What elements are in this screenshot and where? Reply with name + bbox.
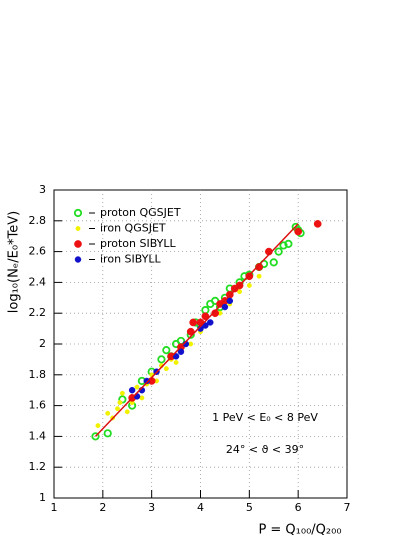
point [202,322,209,329]
y-tick-label: 2.2 [29,306,47,319]
point [157,355,166,364]
fit-line [94,223,299,437]
point [237,289,243,295]
annotation: 1 PeV < E₀ < 8 PeV [212,411,318,424]
point [294,227,303,236]
y-tick-label: 2.8 [29,214,47,227]
point [128,386,136,394]
point [274,247,283,256]
point [91,432,100,441]
legend-marker [74,256,82,263]
y-tick-label: 3 [39,183,46,196]
point [134,384,140,390]
legend-marker [74,240,82,248]
annotation: 24° < ϑ < 39° [226,443,304,456]
point [95,423,101,429]
point [269,258,278,267]
y-tick-label: 1 [39,491,46,504]
point [211,309,219,318]
point [115,406,120,412]
point [255,263,263,271]
point [201,312,210,321]
x-tick-label: 2 [99,501,106,514]
point [313,220,322,228]
x-tick-label: 4 [197,501,204,514]
legend-label: iron SIBYLL [100,253,162,266]
point [284,239,293,248]
legend-label: proton SIBYLL [100,237,177,250]
x-tick-label: 5 [246,501,253,514]
y-axis-label: log₁₀(Nₑ/E₀*TeV) [7,211,22,313]
point [103,429,112,438]
point [124,409,130,415]
point [256,273,262,279]
y-tick-label: 1.4 [29,429,47,442]
point [189,318,198,327]
point [105,410,111,416]
x-axis-label: P = Q₁₀₀/Q₂₀₀ [258,523,341,537]
point [139,395,145,401]
y-tick-label: 1.8 [29,368,47,381]
y-tick-label: 2 [39,337,46,350]
y-tick-label: 2.6 [29,245,47,258]
point [188,341,194,347]
legend-label: iron QGSJET [100,222,166,235]
y-tick-label: 2.4 [29,275,47,288]
point [226,297,234,305]
point [163,366,169,372]
point [177,348,185,355]
point [162,346,171,355]
point [117,400,123,405]
point [246,283,252,288]
point [221,303,229,311]
point [173,360,179,365]
y-tick-label: 1.6 [29,399,47,412]
x-tick-label: 6 [295,501,302,514]
point [119,390,125,396]
x-tick-label: 1 [51,501,58,514]
legend-marker [73,208,83,218]
legend-marker [75,226,81,231]
point [201,306,210,315]
y-tick-label: 1.2 [29,460,47,473]
point [207,319,214,326]
point [279,241,288,250]
legend-label: proton QGSJET [100,206,181,219]
point [172,353,180,360]
point [143,377,151,385]
x-tick-label: 7 [344,501,351,514]
x-tick-label: 3 [148,501,155,514]
